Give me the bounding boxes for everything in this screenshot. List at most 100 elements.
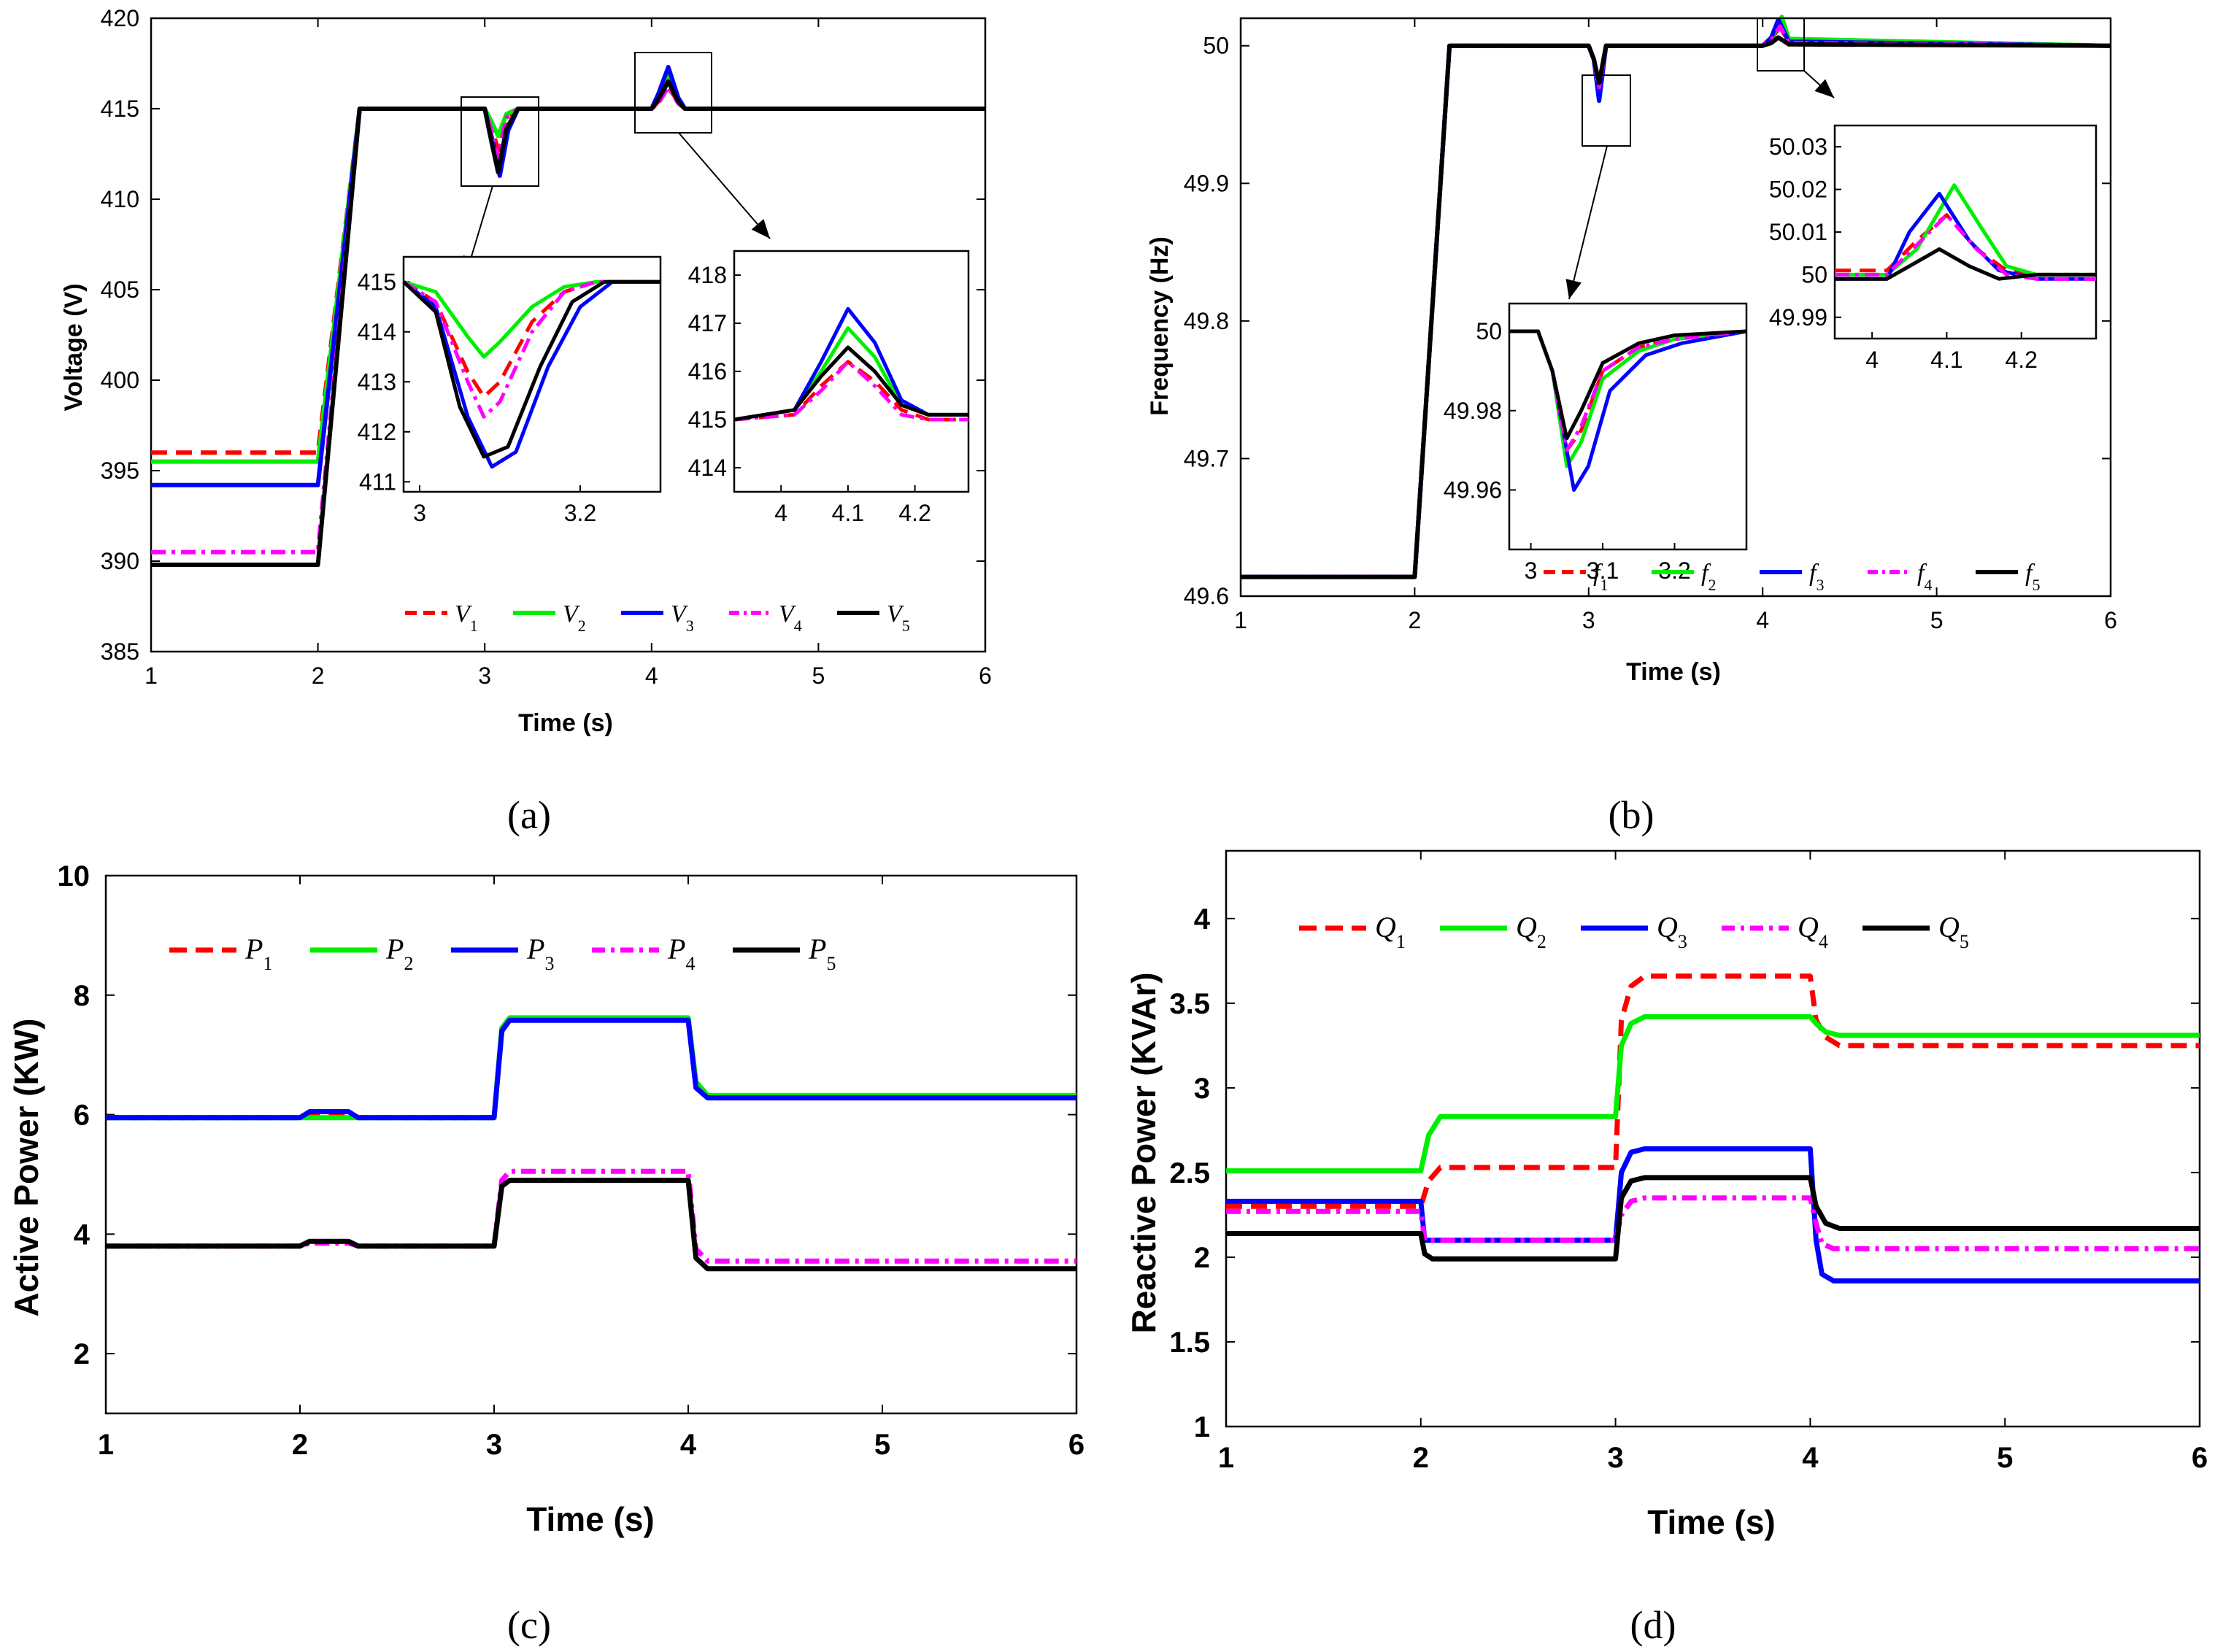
- zoom-arrow: [1568, 145, 1608, 300]
- x-tick-label: 1: [98, 1429, 114, 1461]
- zoom-box: [634, 52, 712, 134]
- y-tick-label: 400: [101, 367, 139, 393]
- ylabel-c: Active Power (KW): [7, 1019, 45, 1317]
- legend-label-Q5: Q5: [1938, 911, 1969, 952]
- legend-label-P5: P5: [808, 933, 836, 974]
- y-tick-label: 1: [1194, 1411, 1210, 1443]
- inset-x-tick-label: 4: [1865, 347, 1879, 373]
- x-tick-label: 1: [145, 663, 158, 689]
- x-tick-label: 2: [1413, 1442, 1429, 1474]
- xlabel-b: Time (s): [1626, 658, 1721, 686]
- y-tick-label: 395: [101, 458, 139, 484]
- y-tick-label: 415: [101, 96, 139, 122]
- y-tick-label: 49.8: [1184, 308, 1229, 334]
- inset-area: [402, 255, 662, 493]
- y-tick-label: 1.5: [1169, 1327, 1210, 1359]
- inset-y-tick-label: 415: [688, 406, 727, 433]
- inset-y-tick-label: 50: [1801, 261, 1827, 287]
- x-tick-label: 3: [1582, 607, 1595, 633]
- y-tick-label: 385: [101, 638, 139, 665]
- x-tick-label: 1: [1234, 607, 1247, 633]
- inset-y-tick-label: 49.96: [1444, 476, 1502, 503]
- inset-series-line-f5: [1835, 247, 2096, 281]
- inset-a-2: 4 4.1 4.2 414 415 416 417 418: [688, 250, 970, 526]
- y-tick-label: 4: [74, 1219, 90, 1251]
- y-tick-label: 420: [101, 5, 139, 31]
- legend-label-Q3: Q3: [1657, 911, 1687, 952]
- inset-y-tick-label: 50: [1476, 318, 1502, 344]
- x-tick-label: 2: [1409, 607, 1422, 633]
- inset-a-1: 3 3.2 411 412 413 414 415: [358, 255, 662, 526]
- x-tick-label: 6: [1068, 1429, 1085, 1461]
- legend-label-P4: P4: [667, 933, 695, 974]
- x-tick-label: 6: [2192, 1442, 2208, 1474]
- x-tick-label: 5: [1930, 607, 1944, 633]
- x-tick-label: 5: [874, 1429, 890, 1461]
- x-tick-label: 2: [312, 663, 325, 689]
- x-tick-label: 5: [1997, 1442, 2013, 1474]
- zoom-arrowhead: [1814, 79, 1834, 98]
- x-tick-label: 5: [812, 663, 825, 689]
- inset-y-tick-label: 50.03: [1769, 134, 1827, 160]
- series-line-f5: [1241, 35, 2111, 579]
- y-tick-label: 2: [74, 1338, 90, 1370]
- ylabel-a: Voltage (V): [60, 283, 88, 411]
- inset-area: [733, 250, 970, 493]
- y-tick-label: 49.6: [1184, 583, 1229, 609]
- inset-series-line-V3: [402, 279, 660, 469]
- xlabel-d: Time (s): [1647, 1503, 1776, 1541]
- xlabel-a: Time (s): [518, 709, 613, 737]
- inset-y-tick-label: 411: [359, 468, 396, 495]
- inset-y-tick-label: 414: [688, 455, 727, 481]
- legend-c: P1 P2 P3 P4 P5: [169, 933, 836, 974]
- inset-x-tick-label: 3.1: [1587, 557, 1619, 584]
- inset-series-line-V5: [733, 345, 968, 422]
- zoom-box: [461, 96, 539, 187]
- series-line-P3: [106, 1017, 1076, 1121]
- legend-label-P3: P3: [526, 933, 554, 974]
- ylabel-b: Frequency (Hz): [1146, 236, 1174, 416]
- inset-x-tick-label: 4: [774, 500, 787, 526]
- inset-x-tick-label: 4.1: [1930, 347, 1962, 373]
- inset-b-2: 4 4.1 4.2 49.99 50 50.01 50.02 50.03: [1769, 124, 2097, 373]
- x-tick-label: 4: [680, 1429, 697, 1461]
- inset-y-tick-label: 50.02: [1769, 177, 1827, 203]
- subplot-c: 1 2 3 4 5 6 2 4 6 8 10 P1 P2 P3 P4 P5: [58, 860, 1085, 1461]
- inset-x-tick-label: 4.2: [2005, 347, 2037, 373]
- x-tick-label: 1: [1218, 1442, 1234, 1474]
- y-tick-label: 49.7: [1184, 445, 1229, 471]
- legend-d: Q1 Q2 Q3 Q4 Q5: [1299, 911, 1969, 952]
- y-tick-label: 6: [74, 1100, 90, 1132]
- legend-label-Q1: Q1: [1375, 911, 1406, 952]
- series-line-P5: [106, 1178, 1076, 1272]
- inset-series-line-V5: [402, 279, 660, 459]
- subplot-b: 12345649.649.749.849.95033.13.249.9649.9…: [1184, 15, 2117, 633]
- x-tick-label: 3: [1607, 1442, 1623, 1474]
- series-line-Q1: [1226, 973, 2200, 1209]
- y-tick-label: 410: [101, 186, 139, 212]
- y-tick-label: 405: [101, 277, 139, 303]
- legend-label-P2: P2: [385, 933, 413, 974]
- series-line-V5: [151, 79, 985, 567]
- y-tick-label: 4: [1194, 903, 1211, 935]
- x-tick-label: 4: [1756, 607, 1769, 633]
- xlabel-c: Time (s): [526, 1500, 655, 1538]
- series-line-Q2: [1226, 1014, 2200, 1174]
- inset-area: [1508, 302, 1748, 551]
- legend-a: V1 V2 V3 V4 V5: [405, 601, 910, 635]
- x-tick-label: 4: [645, 663, 658, 689]
- y-tick-label: 2: [1194, 1242, 1210, 1274]
- subplot-label-d: (d): [1630, 1603, 1676, 1647]
- y-tick-label: 2.5: [1169, 1157, 1210, 1189]
- plot-area-c: [104, 874, 1078, 1415]
- legend-label-P1: P1: [244, 933, 272, 974]
- inset-x-tick-label: 3: [413, 500, 426, 526]
- inset-y-tick-label: 417: [688, 310, 727, 336]
- series-line-Q4: [1226, 1195, 2200, 1251]
- y-tick-label: 49.9: [1184, 170, 1229, 196]
- zoom-arrowhead: [751, 219, 770, 239]
- y-tick-label: 3: [1194, 1073, 1210, 1105]
- inset-series-line-V4: [402, 279, 660, 419]
